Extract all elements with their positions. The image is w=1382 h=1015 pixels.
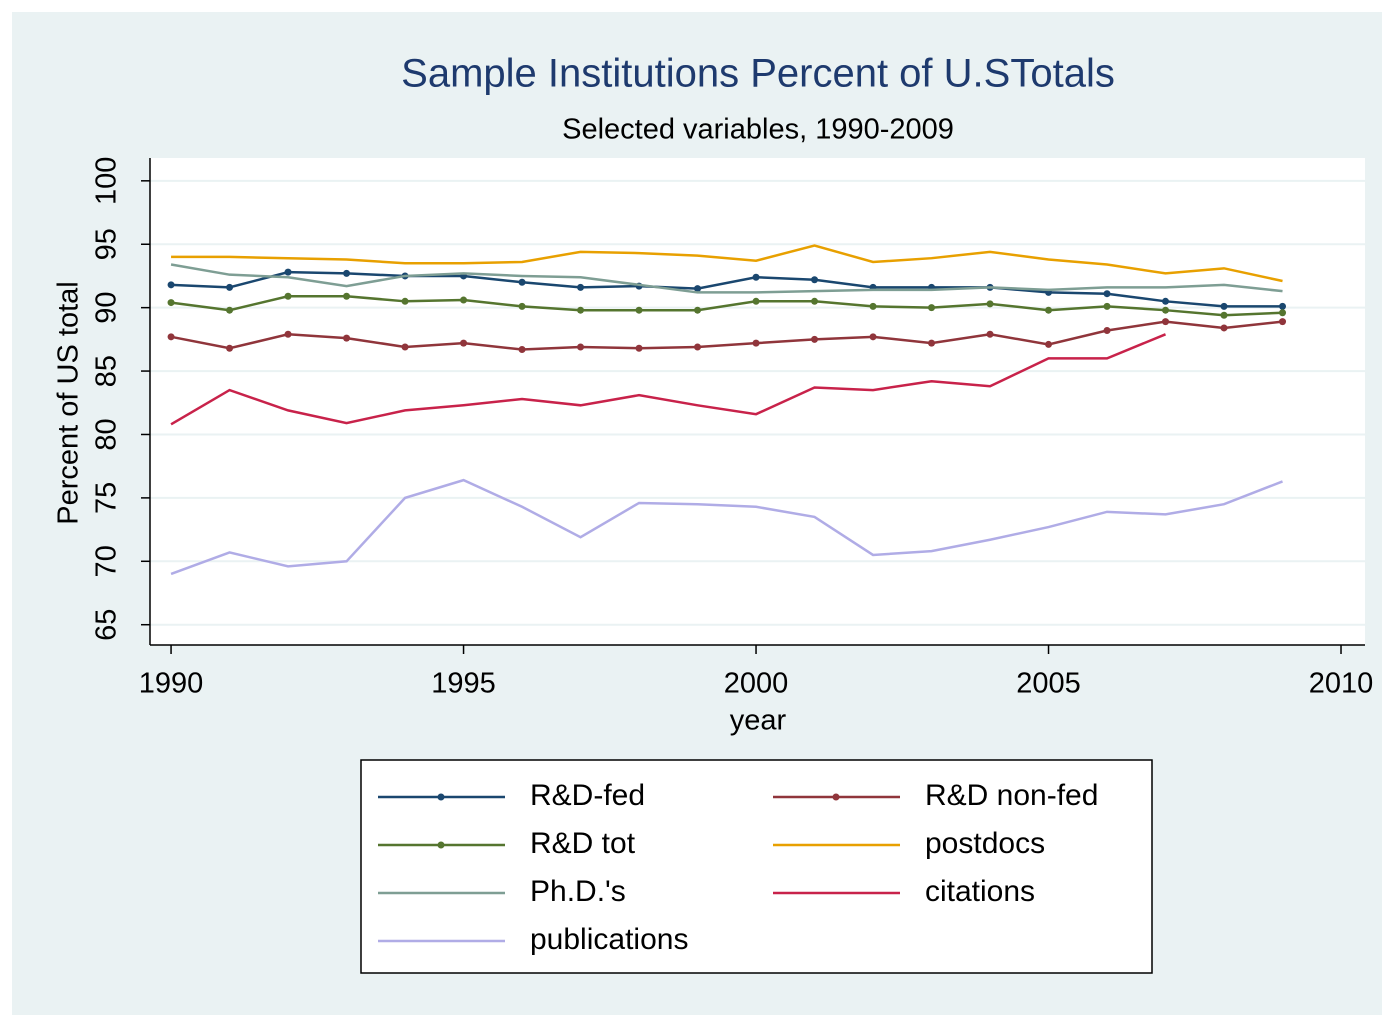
series-marker [167,333,175,341]
series-marker [1220,324,1228,332]
series-marker [460,296,468,304]
series-marker [635,306,643,314]
series-marker [167,299,175,307]
x-tick-label: 1990 [139,668,204,700]
series-marker [694,306,702,314]
series-marker [1220,302,1228,310]
legend [360,759,1153,974]
series-marker [518,302,526,310]
legend-marker [437,841,445,849]
y-tick-label: 95 [91,228,123,260]
series-marker [1162,318,1170,326]
x-tick-label: 2010 [1309,668,1374,700]
legend-marker [832,793,840,801]
series-marker [869,302,877,310]
x-tick-label: 1995 [431,668,496,700]
series-line [171,244,1283,283]
series-marker [986,330,994,338]
y-tick-label: 85 [91,355,123,387]
series-marker [167,281,175,289]
legend-label: Ph.D.'s [530,875,626,908]
series-marker [694,343,702,351]
series-marker [343,269,351,277]
series-line [170,263,1283,294]
series-marker [284,292,292,300]
series-marker [226,344,234,352]
series-line [171,270,1283,308]
series-marker [1045,306,1053,314]
series-marker [811,335,819,343]
series-marker [1162,306,1170,314]
legend-marker [437,793,445,801]
legend-label: citations [925,875,1035,908]
series-marker [752,273,760,281]
series-marker [518,346,526,354]
series-marker [869,333,877,341]
series-line [170,478,1283,576]
series-marker [1162,297,1170,305]
y-tick-label: 80 [91,418,123,450]
legend-label: R&D-fed [530,779,645,812]
series-marker [1279,309,1287,317]
series-marker [1279,318,1287,326]
series-marker [401,343,409,351]
series-marker [460,339,468,347]
series-marker [986,300,994,308]
chart-subtitle: Selected variables, 1990-2009 [562,114,954,146]
series-marker [226,306,234,314]
series-marker [577,343,585,351]
legend-label: postdocs [925,827,1045,860]
series-marker [1103,290,1111,298]
series-line [170,294,1283,317]
y-tick-label: 65 [91,609,123,641]
series-marker [635,344,643,352]
series-marker [752,339,760,347]
series-marker [343,334,351,342]
series-line [170,333,1166,426]
legend-label: publications [530,923,688,956]
series-marker [577,283,585,291]
series-marker [284,330,292,338]
series-marker [226,283,234,291]
series-marker [1103,326,1111,334]
series-line [170,320,1283,351]
y-tick-label: 90 [91,292,123,324]
series-marker [752,297,760,305]
series-marker [928,339,936,347]
x-tick-label: 2000 [724,668,789,700]
legend-label: R&D non-fed [925,779,1098,812]
series-marker [518,278,526,286]
y-tick-label: 70 [91,545,123,577]
y-tick-label: 100 [91,157,123,205]
x-tick-label: 2005 [1016,668,1081,700]
plot-region [150,158,1365,645]
series-marker [811,297,819,305]
series-marker [1045,340,1053,348]
series-marker [401,297,409,305]
series-marker [928,304,936,312]
series-marker [284,268,292,276]
x-axis-label: year [730,705,787,737]
legend-label: R&D tot [530,827,636,860]
y-tick-label: 75 [91,482,123,514]
y-axis-label: Percent of US total [53,281,85,524]
series-marker [1220,311,1228,319]
series-marker [811,276,819,284]
series-marker [1279,302,1287,310]
chart-title: Sample Institutions Percent of U.STotals [401,52,1115,96]
series-marker [694,285,702,293]
series-marker [577,306,585,314]
series-marker [343,292,351,300]
series-marker [1103,302,1111,310]
